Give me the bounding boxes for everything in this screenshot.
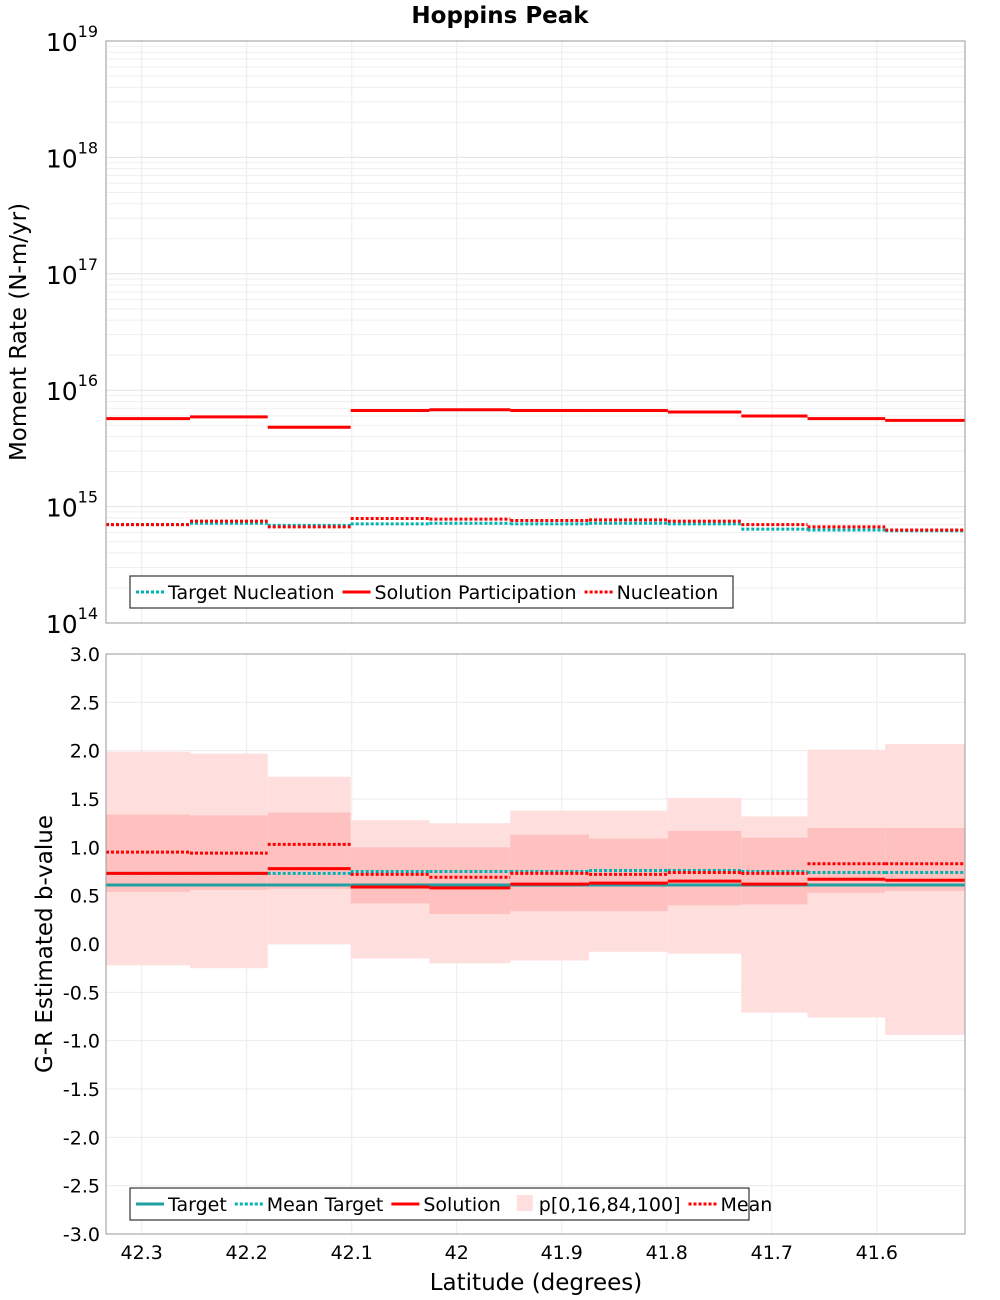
percentile-inner-band	[667, 830, 742, 906]
latitude-x-tick-label: 41.8	[646, 1242, 688, 1264]
b-value-y-tick-label: 2.0	[70, 741, 100, 763]
legend-entry-label: Mean	[721, 1194, 773, 1216]
latitude-x-tick-label: 41.9	[541, 1242, 583, 1264]
tick-exponent: 16	[78, 371, 98, 390]
legend-entry-label: Nucleation	[617, 582, 719, 604]
percentile-inner-band	[807, 828, 886, 893]
moment-rate-legend: Target Nucleation Solution Participation N…	[129, 575, 734, 609]
moment-rate-plot-frame	[105, 40, 966, 624]
latitude-x-axis-label: Latitude (degrees)	[430, 1270, 643, 1296]
tick-base: 10	[46, 377, 78, 406]
b-value-y-axis-label: G-R Estimated b-value	[32, 815, 58, 1073]
b-value-y-ticks: -3.0 -2.5 -2.0 -1.5 -1.0 -0.5 0.0 0.5 1.0 1.5 2.0 2…	[63, 644, 100, 1246]
moment-rate-series	[106, 408, 965, 533]
tick-base: 10	[46, 28, 78, 57]
moment-rate-y-tick-label: 1017	[46, 255, 98, 290]
latitude-x-tick-label: 41.7	[751, 1242, 793, 1264]
b-value-y-tick-label: 0.5	[70, 886, 100, 908]
tick-exponent: 15	[78, 488, 98, 507]
b-value-y-tick-label: 1.0	[70, 837, 100, 859]
moment-rate-y-tick-label: 1015	[46, 488, 98, 523]
b-value-y-tick-label: -1.5	[63, 1079, 100, 1101]
tick-exponent: 14	[78, 604, 98, 623]
moment-rate-y-tick-label: 1014	[46, 604, 98, 639]
b-value-y-tick-label: 2.5	[70, 692, 100, 714]
tick-base: 10	[46, 261, 78, 290]
moment-rate-y-tick-label: 1019	[46, 22, 98, 57]
b-value-y-tick-label: -2.5	[63, 1176, 100, 1198]
moment-rate-y-tick-label: 1016	[46, 371, 98, 406]
legend-box	[129, 1187, 750, 1221]
moment-rate-y-tick-label: 1018	[46, 138, 98, 173]
latitude-x-tick-label: 42	[445, 1242, 469, 1264]
legend-entry-label: Solution Participation	[375, 582, 577, 604]
b-value-y-tick-label: 0.0	[70, 934, 100, 956]
percentile-inner-band	[429, 847, 511, 915]
b-value-plot-frame	[105, 653, 966, 1235]
latitude-x-tick-label: 42.3	[121, 1242, 163, 1264]
b-value-y-tick-label: 3.0	[70, 644, 100, 666]
legend-entry-label: Mean Target	[267, 1194, 384, 1216]
legend-entry-label: Solution	[423, 1194, 500, 1216]
percentile-inner-band	[267, 812, 351, 889]
b-value-panel: -3.0 -2.5 -2.0 -1.5 -1.0 -0.5 0.0 0.5 1.0 1.5 2.0 2…	[32, 644, 966, 1296]
latitude-x-ticks: 42.3 42.2 42.1 42 41.9 41.8 41.7 41.6	[121, 1242, 898, 1264]
tick-exponent: 18	[78, 138, 98, 157]
b-value-percentile-bands	[106, 743, 965, 1035]
tick-exponent: 19	[78, 22, 98, 41]
tick-exponent: 17	[78, 255, 98, 274]
b-value-y-tick-label: -0.5	[63, 982, 100, 1004]
latitude-x-tick-label: 42.2	[226, 1242, 268, 1264]
b-value-series	[106, 842, 965, 890]
tick-base: 10	[46, 494, 78, 523]
tick-base: 10	[46, 144, 78, 173]
latitude-x-tick-label: 41.6	[856, 1242, 898, 1264]
b-value-y-tick-label: 1.5	[70, 789, 100, 811]
b-value-legend: Target Mean Target Solution p[0,16,84,100] M…	[129, 1187, 773, 1221]
legend-entry-label: Target	[167, 1194, 227, 1216]
legend-box	[129, 575, 734, 609]
b-value-y-tick-label: -2.0	[63, 1127, 100, 1149]
legend-entry-label: p[0,16,84,100]	[539, 1194, 681, 1216]
legend-entry-label: Target Nucleation	[167, 582, 335, 604]
tick-base: 10	[46, 610, 78, 639]
b-value-y-tick-label: -3.0	[63, 1224, 100, 1246]
moment-rate-grid	[106, 41, 965, 624]
legend-swatch	[516, 1195, 533, 1211]
b-value-y-tick-label: -1.0	[63, 1031, 100, 1053]
latitude-x-tick-label: 42.1	[331, 1242, 373, 1264]
moment-rate-y-axis-label: Moment Rate (N-m/yr)	[6, 203, 32, 461]
chart-title: Hoppins Peak	[411, 3, 589, 29]
